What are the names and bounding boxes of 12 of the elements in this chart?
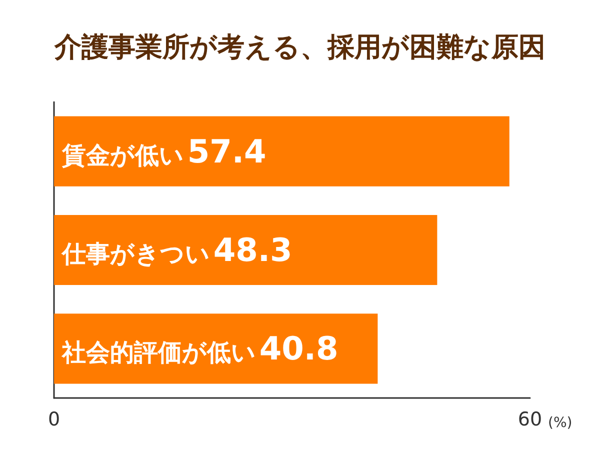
- data-label: 48.3: [213, 231, 292, 269]
- data-label: 40.8: [259, 330, 338, 368]
- y-tick-label: 社会的評価が低い: [61, 338, 256, 367]
- y-tick-label: 賃金が低い: [61, 141, 184, 170]
- x-tick-label: 60: [518, 408, 542, 430]
- bar: [54, 214, 438, 286]
- x-axis-title: (%): [548, 415, 572, 431]
- chart-title: 介護事業所が考える、採用が困難な原因: [52, 32, 546, 63]
- data-label: 57.4: [187, 132, 266, 170]
- x-tick-label: 0: [48, 408, 60, 430]
- y-tick-label: 仕事がきつい: [61, 240, 210, 268]
- bar: [54, 116, 510, 186]
